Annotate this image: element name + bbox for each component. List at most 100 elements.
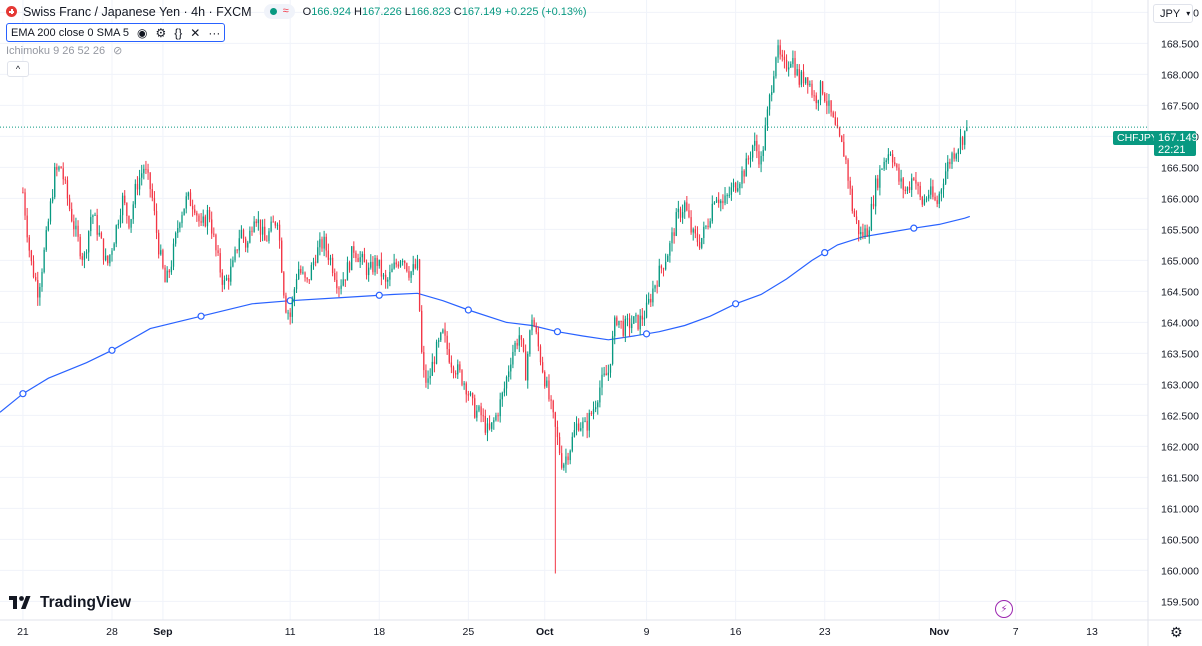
- eye-icon[interactable]: ◉: [137, 25, 148, 40]
- candle-body: [319, 239, 321, 248]
- candle-body: [582, 421, 584, 429]
- candle: [314, 254, 317, 267]
- candle-body: [898, 167, 900, 182]
- candle: [493, 417, 495, 430]
- candle: [145, 160, 147, 175]
- market-status-pill[interactable]: ≈: [263, 4, 295, 19]
- candle-body: [452, 367, 455, 374]
- ema-line[interactable]: [0, 215, 970, 413]
- eye-off-icon[interactable]: ⊘: [113, 45, 123, 57]
- ema-marker: [642, 330, 651, 338]
- candle: [100, 231, 103, 239]
- candle-body: [626, 318, 629, 320]
- candle-body: [669, 243, 671, 256]
- candle-body: [382, 274, 385, 277]
- price-axis[interactable]: 159.500 160.000 160.500 161.000 161.500 162.0…: [1161, 7, 1199, 608]
- candle-body: [56, 166, 58, 170]
- candle: [202, 209, 204, 227]
- candle: [206, 204, 209, 235]
- candle: [321, 236, 323, 252]
- candle-body: [845, 156, 847, 160]
- candle: [518, 327, 520, 353]
- candle: [906, 186, 909, 194]
- candle-body: [463, 383, 465, 385]
- candle-body: [932, 186, 934, 197]
- candle: [249, 226, 251, 244]
- candle: [531, 314, 533, 336]
- candle-body: [824, 93, 826, 102]
- ichimoku-indicator-legend[interactable]: Ichimoku 9 26 52 26 ⊘: [6, 44, 123, 58]
- ema-indicator-legend[interactable]: EMA 200 close 0 SMA 5 ◉ ⚙ {} ✕ ···: [6, 23, 226, 42]
- symbol-price-label: CHFJPY: [1113, 131, 1162, 145]
- candle-body: [955, 154, 957, 159]
- candle: [191, 199, 194, 217]
- candle: [92, 214, 94, 224]
- chart-settings-gear-icon[interactable]: ⚙: [1170, 624, 1183, 640]
- gear-icon[interactable]: ⚙: [155, 25, 167, 40]
- candle: [499, 392, 501, 423]
- candle: [446, 331, 448, 355]
- candle: [804, 77, 807, 85]
- candle-body: [522, 339, 525, 352]
- symbol-title[interactable]: Swiss Franc / Japanese Yen · 4h · FXCM: [23, 4, 252, 19]
- candle: [257, 211, 260, 231]
- time-axis[interactable]: 21 28 Sep 11 18 25 Oct 9 16 23 Nov 7 13: [17, 626, 1098, 638]
- candle-body: [276, 224, 279, 226]
- candle: [785, 54, 788, 72]
- candle-body: [474, 398, 476, 418]
- currency-selector[interactable]: JPY ▾: [1153, 4, 1193, 23]
- candle: [164, 264, 166, 283]
- candle: [673, 228, 675, 244]
- candle: [370, 254, 372, 270]
- candle-body: [652, 288, 654, 303]
- candle-body: [126, 202, 128, 216]
- candle: [872, 195, 875, 210]
- candle-body: [573, 430, 576, 437]
- candle-body: [187, 192, 190, 197]
- price-tick-label: 165.500: [1161, 224, 1199, 236]
- price-tick-label: 166.000: [1161, 193, 1199, 205]
- candle-body: [372, 261, 374, 273]
- candle: [174, 231, 177, 247]
- candle-body: [340, 285, 342, 289]
- candle: [416, 254, 419, 271]
- price-tick-label: 161.000: [1161, 503, 1199, 515]
- lightning-icon[interactable]: ⚡: [995, 600, 1013, 618]
- candle-body: [54, 166, 56, 198]
- candle: [181, 211, 183, 228]
- candle: [338, 286, 340, 298]
- candle: [885, 158, 887, 170]
- candle-body: [667, 255, 669, 262]
- candle: [22, 187, 24, 194]
- candle: [380, 252, 383, 286]
- candle-body: [283, 272, 285, 296]
- candle-body: [664, 261, 667, 270]
- tradingview-brand[interactable]: TradingView: [9, 594, 131, 612]
- candle-body: [832, 112, 834, 118]
- close-icon[interactable]: ✕: [190, 25, 201, 40]
- candle: [457, 359, 459, 379]
- symbol-legend[interactable]: Swiss Franc / Japanese Yen · 4h · FXCM ≈…: [6, 4, 592, 19]
- candle: [669, 240, 671, 263]
- candle: [616, 315, 618, 327]
- candle: [713, 201, 716, 205]
- candle: [136, 176, 139, 196]
- candle: [707, 218, 709, 230]
- candle: [953, 147, 955, 162]
- candle: [505, 375, 508, 396]
- collapse-legend-button[interactable]: ^: [7, 61, 29, 77]
- candlesticks[interactable]: [22, 39, 968, 574]
- candle: [336, 271, 338, 294]
- code-braces-icon[interactable]: {}: [174, 25, 183, 40]
- candle-body: [64, 179, 66, 181]
- candle-body: [221, 272, 223, 285]
- candle: [605, 364, 607, 376]
- candle-body: [427, 378, 429, 383]
- candle: [289, 308, 291, 325]
- candle-body: [709, 221, 711, 228]
- candle-body: [781, 54, 783, 57]
- candle: [132, 201, 134, 224]
- more-icon[interactable]: ···: [208, 25, 221, 40]
- candle-body: [961, 137, 964, 145]
